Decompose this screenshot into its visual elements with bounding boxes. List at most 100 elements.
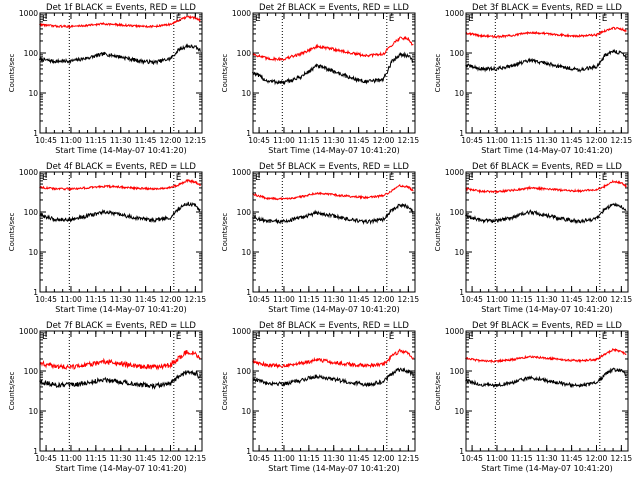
x-tick-label: 11:45: [135, 295, 157, 304]
y-tick-label: 1000: [19, 9, 38, 18]
x-axis-label: Start Time (14-May-07 10:41:20): [55, 146, 186, 155]
x-tick-label: 11:30: [110, 454, 132, 463]
event-marker-label: E: [602, 14, 608, 24]
chart-panel: Det 8f BLACK = Events, RED = LLD Counts/s…: [221, 321, 419, 473]
event-marker-label: E: [602, 173, 608, 183]
y-tick-label: 100: [24, 208, 39, 217]
x-tick-label: 11:15: [298, 136, 320, 145]
event-marker-label: E: [255, 173, 261, 183]
event-marker-label: E: [42, 173, 48, 183]
x-tick-label: 11:15: [85, 295, 107, 304]
y-tick-label: 100: [237, 208, 252, 217]
event-marker-label: E: [176, 14, 182, 24]
plot-frame: [465, 171, 629, 293]
event-marker-label: E: [602, 332, 608, 342]
x-tick-label: 11:00: [60, 136, 82, 145]
x-tick-label: 11:30: [536, 295, 558, 304]
y-tick-label: 10: [28, 248, 38, 257]
lld-series-line: [252, 183, 414, 201]
y-tick-label: 10: [28, 89, 38, 98]
chart-title: Det 4f BLACK = Events, RED = LLD: [46, 162, 196, 172]
y-tick-label: 1000: [19, 327, 38, 336]
x-tick-label: 11:30: [110, 136, 132, 145]
lld-series-line: [39, 14, 201, 29]
chart-title: Det 6f BLACK = Events, RED = LLD: [472, 162, 622, 172]
plot-frame: [39, 12, 203, 134]
x-tick-label: 11:15: [511, 454, 533, 463]
chart-panel: Det 1f BLACK = Events, RED = LLD Counts/s…: [8, 3, 206, 155]
x-axis-label: Start Time (14-May-07 10:41:20): [55, 305, 186, 314]
y-tick-label: 10: [241, 407, 251, 416]
x-tick-label: 12:00: [373, 136, 395, 145]
chart-title: Det 7f BLACK = Events, RED = LLD: [46, 321, 196, 331]
lld-series-line: [252, 35, 414, 62]
y-tick-label: 100: [237, 367, 252, 376]
x-tick-label: 12:00: [586, 454, 608, 463]
event-marker-label: E: [42, 14, 48, 24]
x-tick-label: 11:15: [85, 136, 107, 145]
x-tick-label: 12:15: [185, 136, 207, 145]
y-axis-label: Counts/sec: [8, 372, 16, 411]
x-tick-label: 10:45: [35, 136, 57, 145]
y-axis-label: Counts/sec: [221, 54, 229, 93]
x-tick-label: 11:15: [298, 454, 320, 463]
x-tick-label: 11:30: [536, 454, 558, 463]
x-tick-label: 12:00: [160, 295, 182, 304]
x-tick-label: 12:15: [611, 295, 633, 304]
x-tick-label: 11:00: [486, 454, 508, 463]
events-series-line: [465, 48, 627, 73]
x-tick-label: 10:45: [35, 295, 57, 304]
plot-frame: [252, 330, 416, 452]
y-tick-label: 10: [241, 248, 251, 257]
x-tick-label: 11:00: [60, 295, 82, 304]
y-tick-label: 10: [28, 407, 38, 416]
x-tick-label: 10:45: [35, 454, 57, 463]
x-tick-label: 11:00: [60, 454, 82, 463]
x-tick-label: 10:45: [461, 454, 483, 463]
y-tick-label: 1000: [445, 168, 464, 177]
y-tick-label: 1: [459, 288, 464, 297]
y-tick-label: 1: [33, 288, 38, 297]
y-tick-label: 1: [459, 129, 464, 138]
x-tick-label: 11:45: [348, 295, 370, 304]
y-tick-label: 1000: [445, 9, 464, 18]
x-tick-label: 11:30: [110, 295, 132, 304]
chart-panel: Det 2f BLACK = Events, RED = LLD Counts/s…: [221, 3, 419, 155]
x-tick-label: 12:15: [611, 454, 633, 463]
chart-panel: Det 7f BLACK = Events, RED = LLD Counts/s…: [8, 321, 206, 473]
y-tick-label: 100: [24, 49, 39, 58]
x-tick-label: 11:00: [273, 295, 295, 304]
x-tick-label: 11:15: [511, 136, 533, 145]
y-tick-label: 1: [246, 447, 251, 456]
events-series-line: [39, 201, 201, 224]
events-series-line: [465, 367, 627, 389]
plot-frame: [252, 12, 416, 134]
y-axis-label: Counts/sec: [221, 213, 229, 252]
chart-title: Det 5f BLACK = Events, RED = LLD: [259, 162, 409, 172]
x-tick-label: 11:00: [273, 454, 295, 463]
y-axis-label: Counts/sec: [221, 372, 229, 411]
x-tick-label: 11:00: [486, 295, 508, 304]
event-marker-label: E: [255, 14, 261, 24]
x-tick-label: 12:15: [185, 454, 207, 463]
x-tick-label: 12:15: [398, 295, 420, 304]
chart-panel: Det 3f BLACK = Events, RED = LLD Counts/s…: [434, 3, 632, 155]
y-tick-label: 1000: [232, 327, 251, 336]
y-tick-label: 1: [33, 447, 38, 456]
y-tick-label: 100: [24, 367, 39, 376]
y-tick-label: 1: [246, 288, 251, 297]
event-marker-label: E: [468, 173, 474, 183]
y-tick-label: 100: [450, 49, 465, 58]
event-marker-label: E: [176, 332, 182, 342]
x-tick-label: 12:00: [586, 295, 608, 304]
lld-series-line: [39, 349, 201, 371]
event-marker-label: E: [468, 332, 474, 342]
x-axis-label: Start Time (14-May-07 10:41:20): [55, 464, 186, 473]
x-tick-label: 10:45: [461, 136, 483, 145]
event-marker-label: E: [389, 332, 395, 342]
y-tick-label: 10: [241, 89, 251, 98]
chart-title: Det 8f BLACK = Events, RED = LLD: [259, 321, 409, 331]
events-series-line: [252, 367, 414, 388]
y-axis-label: Counts/sec: [434, 54, 442, 93]
